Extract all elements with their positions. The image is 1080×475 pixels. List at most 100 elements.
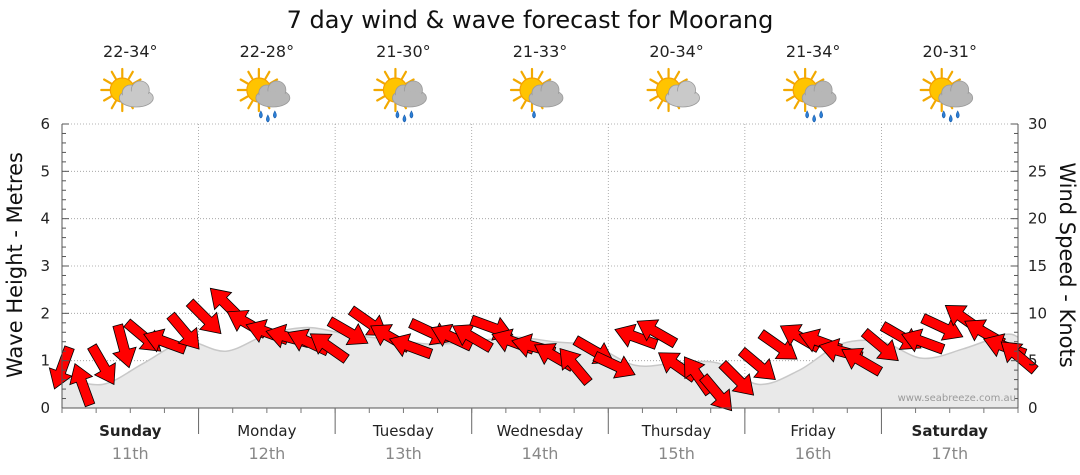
wind-arrow <box>614 323 659 350</box>
cloud-icon <box>938 80 974 108</box>
y-tick-label-left: 0 <box>40 399 50 417</box>
cloud-icon <box>801 80 837 108</box>
y-axis-left-label: Wave Height - Metres <box>3 152 27 378</box>
y-tick-label-right: 20 <box>1028 210 1047 228</box>
wind-arrow <box>166 311 200 350</box>
wind-arrow <box>718 359 755 396</box>
x-axis-labels: Sunday 11th Monday 12th Tuesday 13th Wednesday… <box>99 422 988 463</box>
weather-icon-showers <box>373 67 427 123</box>
wind-arrow-shape <box>309 333 350 364</box>
cloud-icon <box>665 80 700 108</box>
wind-arrow-shape <box>559 347 593 387</box>
wind-arrow <box>309 333 350 364</box>
day-name-label: Friday <box>790 422 836 440</box>
wind-arrow-shape <box>860 327 899 362</box>
weather-icon-partly-cloudy <box>100 67 154 113</box>
wind-arrow-shape <box>614 323 659 350</box>
day-date-label: 13th <box>385 444 422 463</box>
day-date-label: 15th <box>658 444 695 463</box>
wind-arrow <box>737 346 776 381</box>
day-date-label: 14th <box>522 444 559 463</box>
rain-drops-icon <box>395 110 414 123</box>
day-name-label: Sunday <box>99 422 162 440</box>
wind-arrow-shape <box>452 324 494 353</box>
wind-arrow-shape <box>737 346 776 381</box>
wind-series <box>48 287 1039 412</box>
cloud-icon <box>255 80 291 108</box>
y-axis-right-label: Wind Speed - Knots <box>1055 162 1079 367</box>
rain-drops-icon <box>259 110 277 123</box>
wind-arrow <box>757 329 798 360</box>
wind-arrow-shape <box>69 362 96 408</box>
wind-arrow <box>559 347 593 387</box>
watermark: www.seabreeze.com.au <box>898 393 1016 404</box>
y-tick-label-right: 5 <box>1028 352 1038 370</box>
day-date-label: 12th <box>248 444 285 463</box>
wind-arrow <box>185 298 222 335</box>
weather-icon-showers <box>919 67 974 123</box>
y-tick-label-right: 30 <box>1028 115 1047 133</box>
day-temperature: 21-34° <box>786 42 841 61</box>
wind-arrow <box>87 343 116 386</box>
wind-arrow-shape <box>87 343 116 386</box>
day-headers: 22-34° 22-28° 21-30° 21-33° 20-34° 21-34° 20-3… <box>100 42 977 123</box>
y-tick-label-right: 0 <box>1028 399 1038 417</box>
wind-arrow-shape <box>757 329 798 360</box>
rain-drops-icon <box>805 110 823 123</box>
wind-arrow-shape <box>841 347 884 377</box>
wind-arrow <box>326 316 369 346</box>
day-temperature: 22-28° <box>240 42 295 61</box>
weather-icon-showers <box>236 67 291 123</box>
wind-arrow-shape <box>166 311 200 350</box>
day-temperature: 20-31° <box>922 42 977 61</box>
wind-arrow-shape <box>592 351 636 379</box>
cloud-icon <box>392 80 427 108</box>
wind-arrow-shape <box>185 298 222 335</box>
day-temperature: 21-33° <box>513 42 568 61</box>
axes: 0 1 2 3 4 5 6 0 5 10 15 20 25 30 <box>40 115 1047 434</box>
y-tick-label-right: 25 <box>1028 162 1047 180</box>
wind-arrow <box>69 362 96 408</box>
y-tick-label-right: 10 <box>1028 304 1047 322</box>
wind-arrow <box>452 324 494 353</box>
cloud-icon <box>118 80 154 108</box>
wind-arrow <box>860 327 899 362</box>
weather-icon-showers <box>783 67 837 123</box>
day-temperature: 21-30° <box>376 42 431 61</box>
day-name-label: Monday <box>237 422 296 440</box>
wind-arrow-shape <box>636 319 679 349</box>
wind-arrow-shape <box>388 333 434 360</box>
wind-arrow <box>1000 341 1039 375</box>
chart-title: 7 day wind & wave forecast for Moorang <box>287 6 774 34</box>
wind-arrow <box>636 319 679 349</box>
y-tick-label-left: 4 <box>40 210 50 228</box>
day-date-label: 16th <box>795 444 832 463</box>
y-tick-label-left: 1 <box>40 352 50 370</box>
day-temperature: 22-34° <box>103 42 158 61</box>
wind-arrow <box>388 333 434 360</box>
cloud-icon <box>528 80 564 108</box>
day-temperature: 20-34° <box>649 42 704 61</box>
weather-icon-partly-cloudy <box>646 67 700 113</box>
wind-arrow-shape <box>901 328 946 355</box>
wind-arrow-shape <box>326 316 369 346</box>
wind-arrow-shape <box>718 359 755 396</box>
day-name-label: Wednesday <box>497 422 584 440</box>
y-tick-label-left: 5 <box>40 162 50 180</box>
day-date-label: 17th <box>931 444 968 463</box>
y-tick-label-left: 6 <box>40 115 50 133</box>
day-name-label: Saturday <box>912 422 989 440</box>
day-name-label: Tuesday <box>372 422 434 440</box>
wind-arrow-shape <box>1000 341 1039 375</box>
rain-drops-icon <box>532 110 536 119</box>
day-name-label: Thursday <box>641 422 712 440</box>
rain-drops-icon <box>941 110 960 123</box>
y-tick-label-left: 3 <box>40 257 50 275</box>
wind-arrow <box>592 351 636 379</box>
y-tick-label-left: 2 <box>40 304 50 322</box>
y-tick-label-right: 15 <box>1028 257 1047 275</box>
wind-arrow-shape <box>112 323 137 369</box>
wind-arrow <box>112 323 137 369</box>
wind-arrow <box>901 328 946 355</box>
